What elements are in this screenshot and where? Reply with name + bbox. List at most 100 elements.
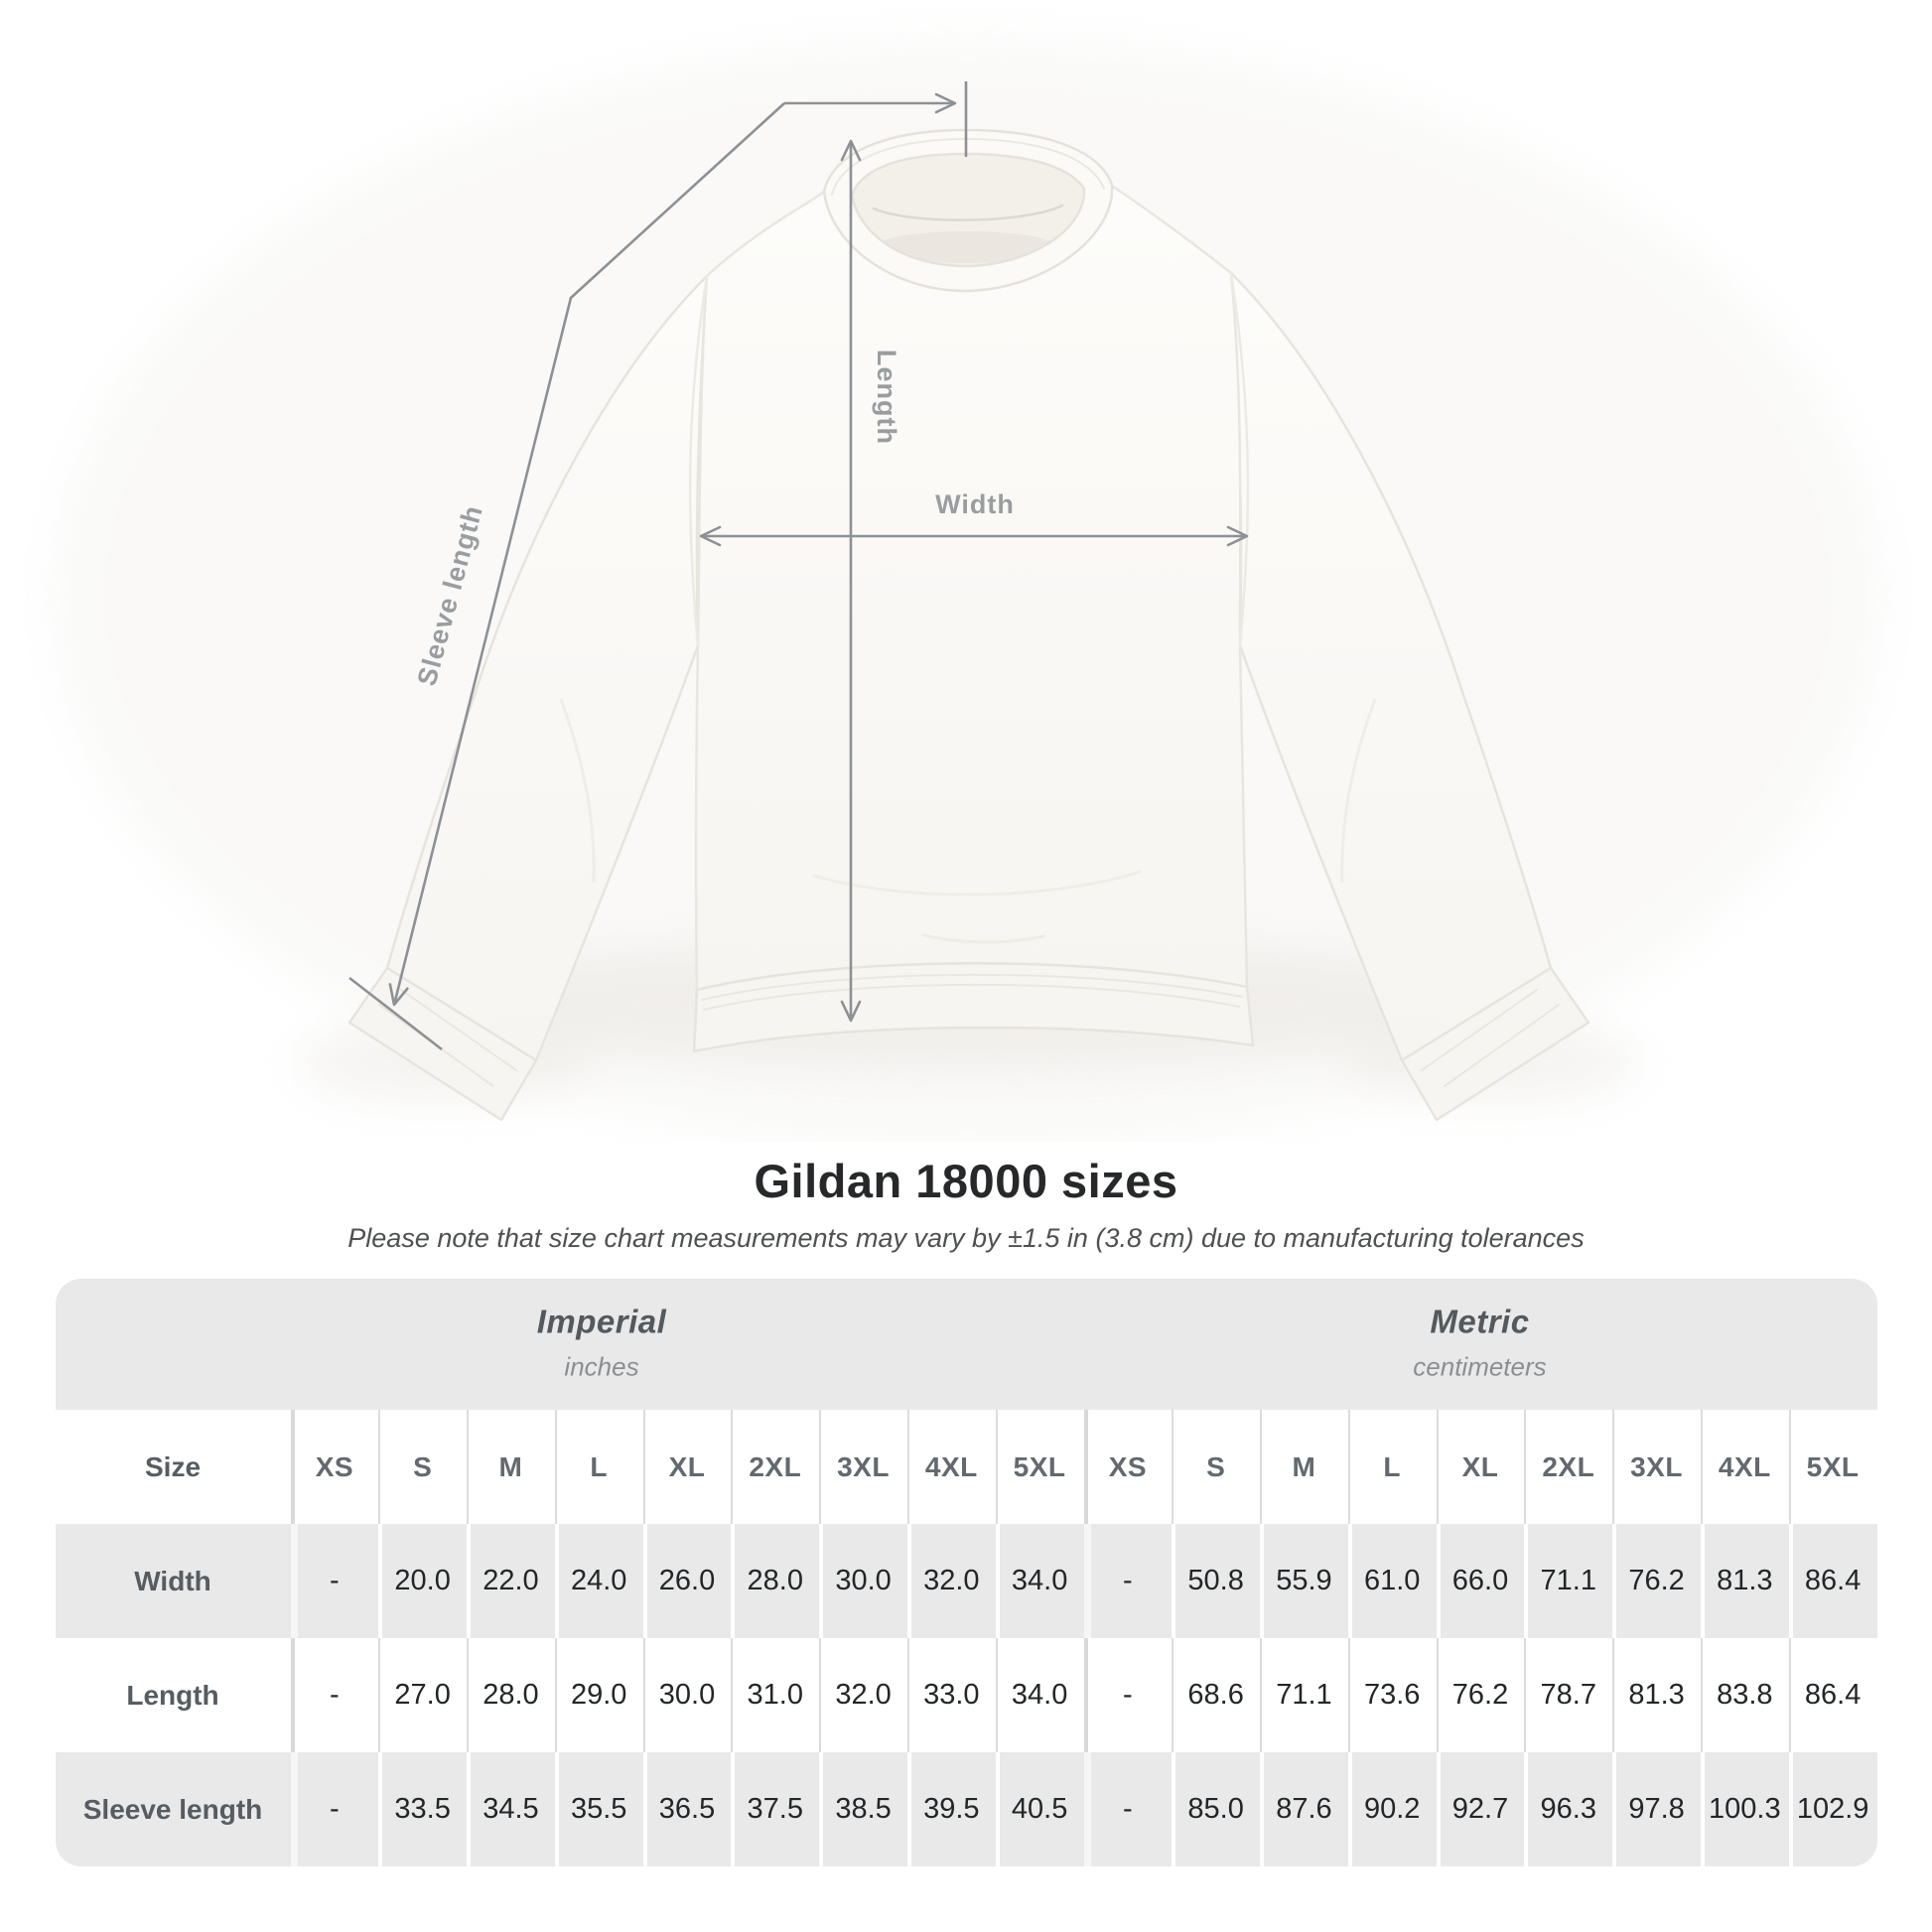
table-cell: 81.3: [1700, 1524, 1789, 1638]
size-col-header: 3XL: [1612, 1410, 1701, 1524]
table-cell: 33.5: [378, 1752, 468, 1866]
table-cell: 28.0: [467, 1638, 555, 1752]
table-cell: 27.0: [378, 1638, 468, 1752]
table-cell: 28.0: [731, 1524, 820, 1638]
size-col-header: L: [554, 1410, 643, 1524]
table-cell: 71.1: [1524, 1524, 1613, 1638]
table-cell: -: [290, 1752, 379, 1866]
tolerance-note: Please note that size chart measurements…: [347, 1223, 1585, 1253]
table-cell: 37.5: [731, 1752, 820, 1866]
imperial-title: Imperial: [536, 1303, 667, 1340]
table-cell: 30.0: [819, 1524, 907, 1638]
table-cell: 92.7: [1436, 1752, 1525, 1866]
table-cell: 33.0: [906, 1638, 996, 1752]
table-cell: 31.0: [731, 1638, 820, 1752]
table-cell: 90.2: [1347, 1752, 1437, 1866]
table-cell: 22.0: [467, 1524, 555, 1638]
table-cell: 83.8: [1700, 1638, 1789, 1752]
imperial-subtitle: inches: [564, 1351, 639, 1382]
waistband: [692, 962, 1255, 1053]
table-cell: 86.4: [1788, 1524, 1877, 1638]
table-cell: 50.8: [1172, 1524, 1261, 1638]
body-panel: [694, 183, 1249, 992]
table-cell: 32.0: [819, 1638, 907, 1752]
size-col-header: XS: [290, 1410, 379, 1524]
sweatshirt-measurement-figure: Length Width Sleeve length: [55, 40, 1881, 1142]
table-cell: 86.4: [1788, 1638, 1877, 1752]
size-col-header: 3XL: [819, 1410, 907, 1524]
table-cell: -: [290, 1524, 379, 1638]
table-cell: 36.5: [642, 1752, 732, 1866]
size-col-header: 5XL: [995, 1410, 1084, 1524]
table-cell: 29.0: [554, 1638, 643, 1752]
row-label: Sleeve length: [55, 1752, 291, 1866]
table-cell: 55.9: [1260, 1524, 1348, 1638]
size-col-header: XL: [642, 1410, 732, 1524]
size-table: Imperial inches Metric centimeters Size …: [55, 1279, 1877, 1866]
sweatshirt-size-diagram: Length Width Sleeve length: [55, 40, 1881, 1142]
metric-title: Metric: [1430, 1303, 1530, 1340]
unit-group-band: Imperial inches Metric centimeters: [55, 1279, 1877, 1410]
fabric-wrinkles: [559, 698, 1377, 944]
table-cell: -: [290, 1638, 379, 1752]
table-cell: 30.0: [642, 1638, 732, 1752]
width-label: Width: [935, 489, 1015, 519]
size-col-header: 5XL: [1788, 1410, 1877, 1524]
table-row-length: Length - 27.0 28.0 29.0 30.0 31.0 32.0 3…: [55, 1638, 1877, 1752]
table-cell: 34.0: [995, 1638, 1084, 1752]
size-col-header: 4XL: [1700, 1410, 1789, 1524]
heading-block: Gildan 18000 sizes Please note that size…: [0, 1154, 1932, 1254]
table-cell: -: [1083, 1524, 1173, 1638]
size-col-header: M: [1260, 1410, 1348, 1524]
table-cell: 68.6: [1172, 1638, 1261, 1752]
table-cell: 76.2: [1612, 1524, 1701, 1638]
table-cell: 40.5: [995, 1752, 1084, 1866]
table-cell: 97.8: [1612, 1752, 1701, 1866]
table-cell: -: [1083, 1638, 1173, 1752]
size-col-header: XL: [1436, 1410, 1525, 1524]
row-label: Width: [55, 1524, 291, 1638]
table-cell: 71.1: [1260, 1638, 1348, 1752]
table-cell: 73.6: [1347, 1638, 1437, 1752]
right-armhole-seam: [1229, 271, 1250, 647]
table-cell: -: [1083, 1752, 1173, 1866]
table-cell: 35.5: [554, 1752, 643, 1866]
back-neck-seam: [872, 204, 1064, 221]
collar-ribbing: [822, 128, 1114, 293]
measurement-annotations: [348, 81, 1249, 1051]
table-cell: 34.0: [995, 1524, 1084, 1638]
metric-group-header: Metric centimeters: [1413, 1303, 1546, 1382]
table-cell: 34.5: [467, 1752, 555, 1866]
table-row-sleeve-length: Sleeve length - 33.5 34.5 35.5 36.5 37.5…: [55, 1752, 1877, 1866]
size-col-header: S: [378, 1410, 468, 1524]
table-cell: 96.3: [1524, 1752, 1613, 1866]
right-cuff: [1400, 966, 1590, 1122]
sleeve-length-arrow: [388, 102, 785, 1007]
table-cell: 39.5: [906, 1752, 996, 1866]
size-col-header: XS: [1083, 1410, 1173, 1524]
table-cell: 100.3: [1700, 1752, 1789, 1866]
table-cell: 24.0: [554, 1524, 643, 1638]
size-col-header: 4XL: [906, 1410, 996, 1524]
table-cell: 20.0: [378, 1524, 468, 1638]
size-col-header: S: [1172, 1410, 1261, 1524]
corner-label: Size: [55, 1410, 291, 1524]
table-cell: 32.0: [906, 1524, 996, 1638]
size-header-row: Size XS S M L XL 2XL 3XL 4XL 5XL XS S M …: [55, 1410, 1877, 1524]
table-cell: 61.0: [1347, 1524, 1437, 1638]
right-cuff-rib-lines: [1421, 989, 1560, 1087]
table-cell: 26.0: [642, 1524, 732, 1638]
table-cell: 85.0: [1172, 1752, 1261, 1866]
page-title: Gildan 18000 sizes: [754, 1155, 1178, 1207]
table-cell: 38.5: [819, 1752, 907, 1866]
table-cell: 87.6: [1260, 1752, 1348, 1866]
imperial-group-header: Imperial inches: [537, 1303, 667, 1382]
table-cell: 78.7: [1524, 1638, 1613, 1752]
metric-subtitle: centimeters: [1413, 1351, 1547, 1382]
size-col-header: M: [467, 1410, 555, 1524]
left-armhole-seam: [688, 274, 709, 647]
size-col-header: 2XL: [731, 1410, 820, 1524]
table-cell: 76.2: [1436, 1638, 1525, 1752]
table-cell: 102.9: [1788, 1752, 1877, 1866]
